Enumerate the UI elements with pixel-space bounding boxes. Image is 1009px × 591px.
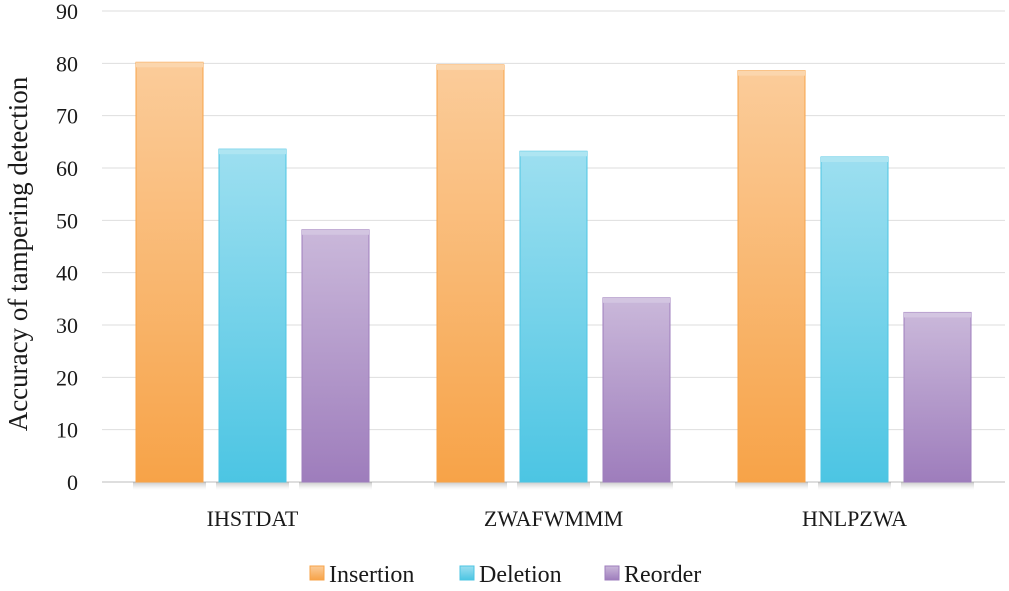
y-tick-label-0: 0 [67, 470, 78, 495]
x-category-label-hnlpzwa: HNLPZWA [802, 506, 907, 531]
legend-swatch-reorder [604, 565, 620, 581]
bar-hnlpzwa-insertion [737, 70, 806, 483]
legend-swatch-insertion [309, 565, 325, 581]
y-tick-label-30: 30 [56, 313, 78, 338]
y-tick-label-90: 90 [56, 0, 78, 24]
y-tick-label-60: 60 [56, 156, 78, 181]
bar-ihstdat-insertion [135, 61, 204, 483]
bar-cap-hnlpzwa-reorder [904, 312, 971, 318]
bar-hnlpzwa-deletion [820, 156, 889, 483]
y-tick-label-70: 70 [56, 104, 78, 129]
legend-label-deletion: Deletion [479, 562, 562, 586]
legend: Insertion Deletion Reorder [309, 562, 701, 588]
y-tick-label-50: 50 [56, 208, 78, 233]
y-tick-label-10: 10 [56, 418, 78, 443]
bar-cap-ihstdat-deletion [219, 149, 286, 155]
legend-swatch-deletion [459, 565, 475, 581]
bar-shadow-hnlpzwa-reorder [901, 482, 974, 490]
y-axis-title: Accuracy of tampering detection [3, 76, 33, 431]
legend-label-reorder: Reorder [624, 562, 701, 586]
bar-cap-hnlpzwa-deletion [821, 157, 888, 163]
y-tick-label-40: 40 [56, 261, 78, 286]
bar-shadow-hnlpzwa-insertion [735, 482, 808, 490]
y-tick-label-80: 80 [56, 51, 78, 76]
bar-ihstdat-reorder [301, 229, 370, 483]
bar-shadow-zwafwmmm-reorder [600, 482, 673, 490]
x-category-label-zwafwmmm: ZWAFWMMM [484, 506, 623, 531]
bar-shadow-zwafwmmm-deletion [517, 482, 590, 490]
bar-shadow-hnlpzwa-deletion [818, 482, 891, 490]
x-axis-categories: IHSTDAT ZWAFWMMM HNLPZWA [207, 506, 907, 531]
legend-label-insertion: Insertion [329, 562, 414, 586]
bar-shadow-ihstdat-reorder [299, 482, 372, 490]
bar-zwafwmmm-insertion [436, 64, 505, 483]
y-tick-label-20: 20 [56, 365, 78, 390]
bar-shadow-zwafwmmm-insertion [434, 482, 507, 490]
bar-shadow-ihstdat-insertion [133, 482, 206, 490]
bar-zwafwmmm-reorder [602, 297, 671, 483]
bar-cap-ihstdat-reorder [302, 229, 369, 235]
bar-cap-zwafwmmm-reorder [603, 297, 670, 303]
bar-shadow-ihstdat-deletion [216, 482, 289, 490]
bar-cap-hnlpzwa-insertion [738, 70, 805, 76]
y-axis-ticks: 0 10 20 30 40 50 60 70 80 90 [56, 0, 78, 495]
bar-hnlpzwa-reorder [903, 311, 972, 483]
x-category-label-ihstdat: IHSTDAT [207, 506, 299, 531]
bar-cap-zwafwmmm-insertion [437, 64, 504, 70]
bar-cap-ihstdat-insertion [136, 62, 203, 68]
bar-ihstdat-deletion [218, 148, 287, 483]
bars [133, 61, 974, 490]
bar-zwafwmmm-deletion [519, 150, 588, 483]
bar-cap-zwafwmmm-deletion [520, 151, 587, 157]
